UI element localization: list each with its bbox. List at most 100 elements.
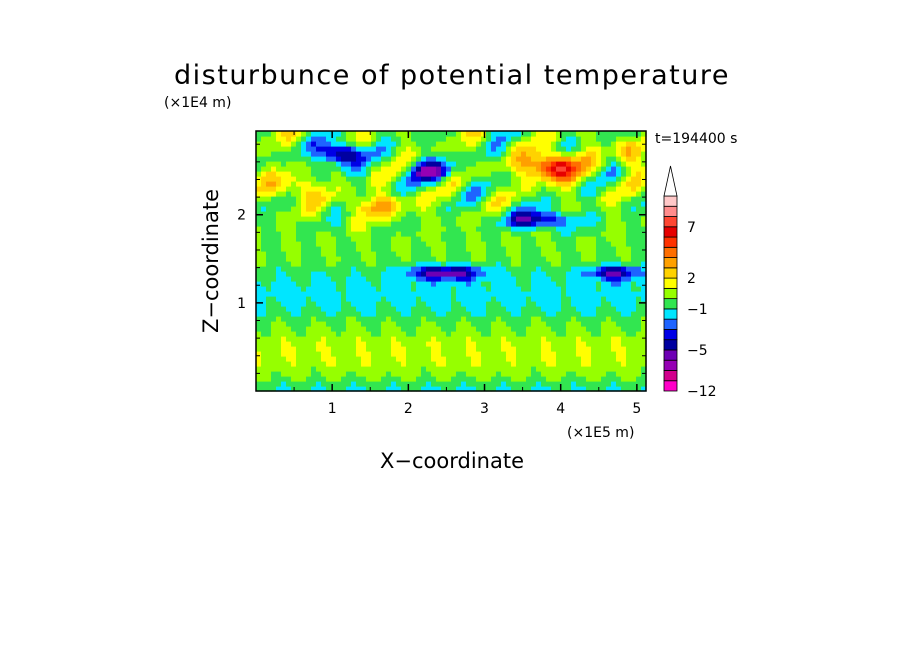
heatmap-cell — [441, 371, 447, 377]
heatmap-cell — [316, 141, 322, 147]
heatmap-cell — [621, 366, 627, 372]
heatmap-cell — [636, 161, 642, 167]
heatmap-cell — [506, 206, 512, 212]
heatmap-cell — [441, 181, 447, 187]
heatmap-cell — [516, 206, 522, 212]
heatmap-cell — [521, 366, 527, 372]
heatmap-cell — [621, 146, 627, 152]
heatmap-cell — [616, 386, 622, 392]
heatmap-cell — [601, 321, 607, 327]
heatmap-cell — [346, 216, 352, 222]
heatmap-cell — [581, 191, 587, 197]
heatmap-cell — [296, 176, 302, 182]
heatmap-cell — [346, 241, 352, 247]
heatmap-cell — [261, 266, 267, 272]
heatmap-cell — [366, 241, 372, 247]
heatmap-cell — [486, 321, 492, 327]
heatmap-cell — [366, 376, 372, 382]
heatmap-cell — [256, 286, 262, 292]
heatmap-cell — [606, 321, 612, 327]
heatmap-cell — [576, 146, 582, 152]
heatmap-cell — [321, 316, 327, 322]
heatmap-cell — [351, 356, 357, 362]
heatmap-cell — [441, 341, 447, 347]
heatmap-cell — [591, 286, 597, 292]
heatmap-cell — [491, 186, 497, 192]
heatmap-cell — [421, 241, 427, 247]
heatmap-cell — [451, 141, 457, 147]
heatmap-cell — [306, 316, 312, 322]
heatmap-cell — [416, 331, 422, 337]
heatmap-cell — [446, 221, 452, 227]
heatmap-cell — [276, 331, 282, 337]
heatmap-cell — [636, 276, 642, 282]
heatmap-cell — [501, 331, 507, 337]
heatmap-cell — [306, 176, 312, 182]
heatmap-cell — [471, 181, 477, 187]
heatmap-cell — [636, 271, 642, 277]
heatmap-cell — [576, 316, 582, 322]
heatmap-cell — [336, 221, 342, 227]
heatmap-cell — [451, 156, 457, 162]
heatmap-cell — [261, 366, 267, 372]
heatmap-cell — [281, 386, 287, 392]
heatmap-cell — [366, 356, 372, 362]
heatmap-cell — [636, 346, 642, 352]
heatmap-cell — [536, 271, 542, 277]
heatmap-cell — [606, 191, 612, 197]
heatmap-cell — [556, 251, 562, 257]
heatmap-cell — [596, 151, 602, 157]
heatmap-cell — [576, 381, 582, 387]
heatmap-cell — [556, 216, 562, 222]
heatmap-cell — [316, 311, 322, 317]
heatmap-cell — [486, 381, 492, 387]
heatmap-cell — [471, 141, 477, 147]
heatmap-cell — [381, 376, 387, 382]
heatmap-cell — [376, 256, 382, 262]
heatmap-cell — [576, 366, 582, 372]
heatmap-cell — [461, 186, 467, 192]
heatmap-cell — [611, 331, 617, 337]
heatmap-cell — [381, 231, 387, 237]
heatmap-cell — [306, 356, 312, 362]
heatmap-cell — [576, 171, 582, 177]
heatmap-cell — [521, 216, 527, 222]
heatmap-cell — [356, 216, 362, 222]
heatmap-cell — [351, 381, 357, 387]
heatmap-cell — [361, 291, 367, 297]
heatmap-cell — [461, 136, 467, 142]
heatmap-cell — [406, 336, 412, 342]
heatmap-cell — [556, 376, 562, 382]
heatmap-cell — [281, 156, 287, 162]
heatmap-cell — [526, 376, 532, 382]
heatmap-cell — [311, 341, 317, 347]
heatmap-cell — [256, 226, 262, 232]
heatmap-cell — [636, 366, 642, 372]
heatmap-cell — [496, 211, 502, 217]
heatmap-cell — [581, 246, 587, 252]
heatmap-cell — [401, 356, 407, 362]
heatmap-cell — [611, 181, 617, 187]
heatmap-cell — [476, 181, 482, 187]
heatmap-cell — [291, 356, 297, 362]
heatmap-cell — [491, 361, 497, 367]
heatmap-cell — [511, 331, 517, 337]
heatmap-cell — [621, 371, 627, 377]
heatmap-cell — [256, 241, 262, 247]
heatmap-cell — [496, 186, 502, 192]
heatmap-cell — [431, 256, 437, 262]
heatmap-cell — [566, 196, 572, 202]
heatmap-cell — [301, 371, 307, 377]
heatmap-cell — [491, 221, 497, 227]
heatmap-cell — [521, 386, 527, 392]
heatmap-cell — [356, 376, 362, 382]
heatmap-cell — [501, 306, 507, 312]
heatmap-cell — [436, 366, 442, 372]
heatmap-cell — [556, 201, 562, 207]
heatmap-cell — [271, 341, 277, 347]
heatmap-cell — [496, 291, 502, 297]
heatmap-cell — [256, 156, 262, 162]
heatmap-cell — [356, 201, 362, 207]
heatmap-cell — [281, 321, 287, 327]
heatmap-cell — [486, 296, 492, 302]
